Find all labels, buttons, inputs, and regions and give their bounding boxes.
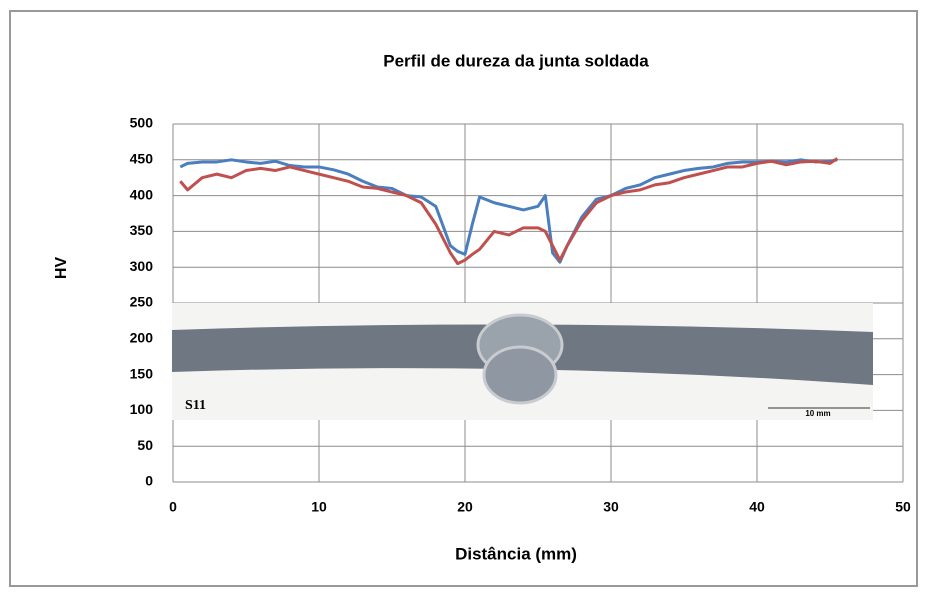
y-tick-label: 350 [130,222,154,238]
x-tick-label: 40 [749,499,765,515]
inset-label: S11 [185,398,206,413]
y-tick-label: 500 [130,115,154,131]
y-tick-label: 100 [130,401,154,417]
chart-title: Perfil de dureza da junta soldada [383,51,649,70]
x-tick-label: 50 [895,499,911,515]
inset-photo: S11 10 mm [172,303,873,420]
x-tick-label: 0 [169,499,177,515]
x-tick-label: 10 [311,499,327,515]
y-tick-label: 0 [145,473,153,489]
series-line [179,157,839,266]
chart-frame [9,10,918,587]
series-line [179,158,838,264]
y-axis-label: HV [53,257,70,280]
y-tick-label: 50 [137,437,153,453]
y-tick-label: 300 [130,258,154,274]
y-tick-label: 400 [130,186,154,202]
series-group [179,157,839,266]
x-tick-label: 20 [457,499,473,515]
weld-bead-bottom [482,345,558,405]
scale-label: 10 mm [805,409,830,418]
x-tick-label: 30 [603,499,619,515]
y-tick-label: 250 [130,294,154,310]
y-tick-label: 450 [130,151,154,167]
y-tick-label: 200 [130,330,154,346]
x-axis-label: Distância (mm) [455,544,577,563]
y-tick-label: 150 [130,365,154,381]
